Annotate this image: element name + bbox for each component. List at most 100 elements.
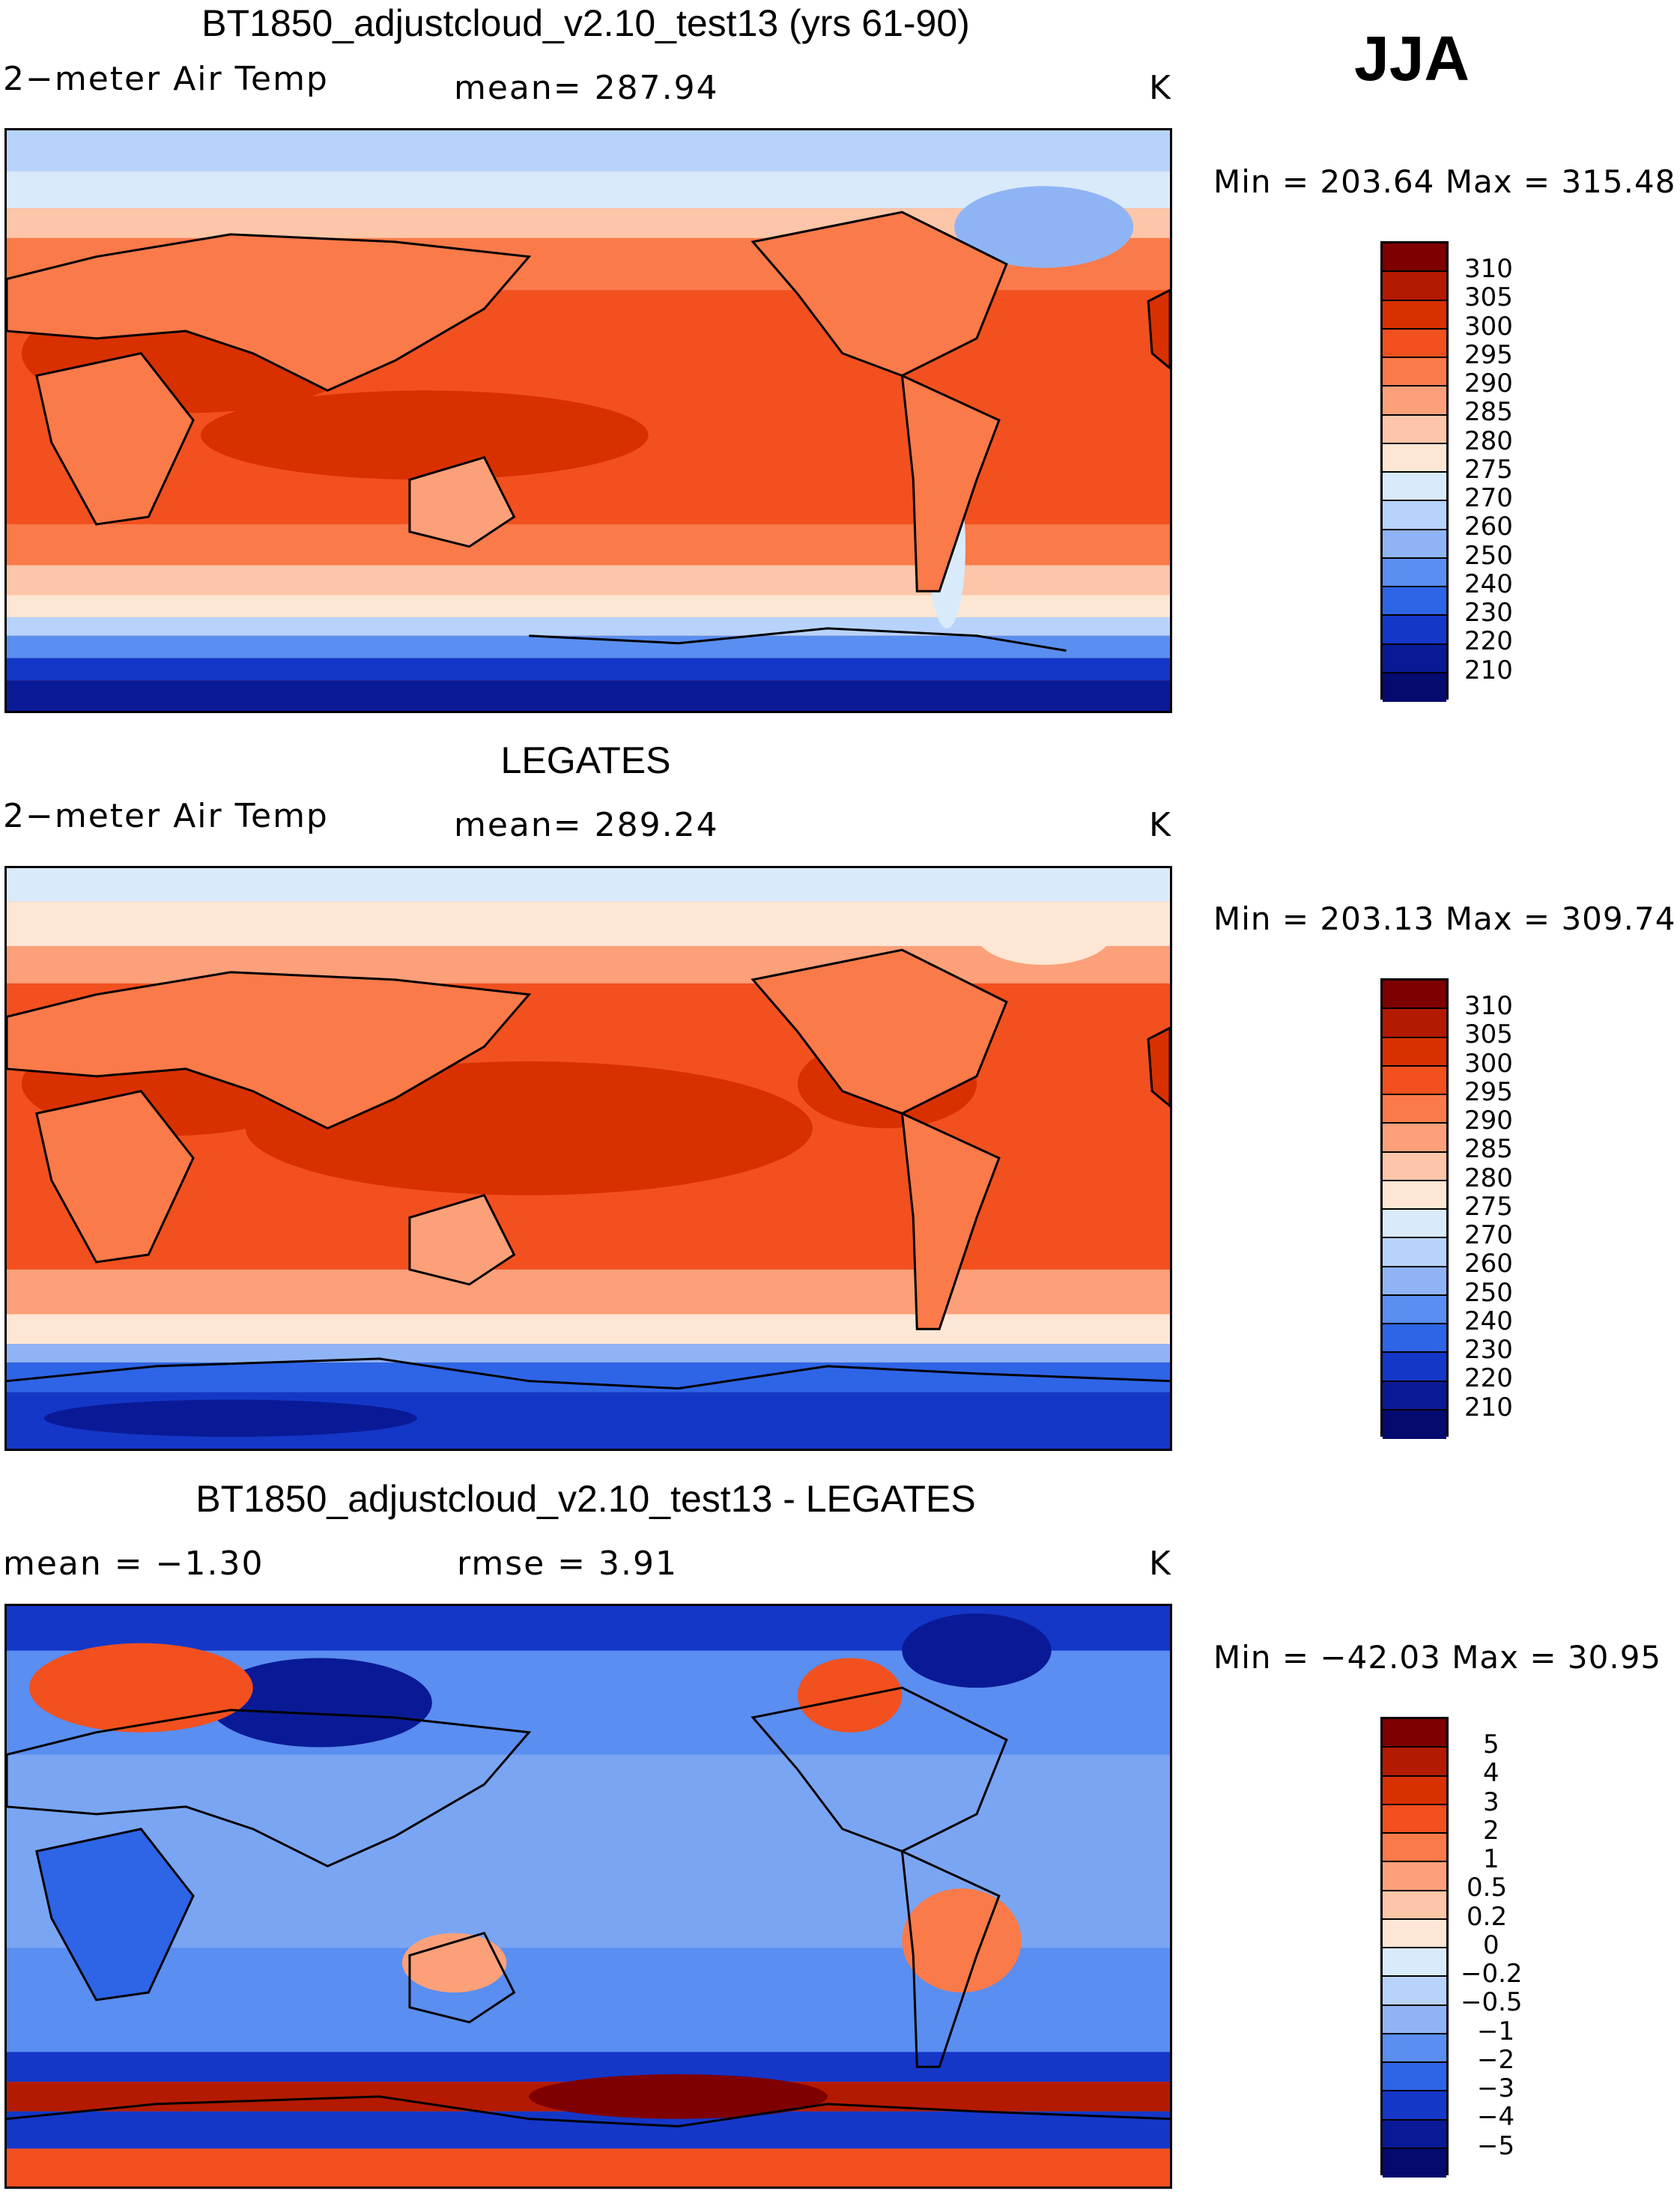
panel2-colorbar-swatch bbox=[1383, 1181, 1446, 1210]
panel3-colorbar-swatch bbox=[1383, 1862, 1446, 1891]
panel1-colorbar-swatch bbox=[1383, 243, 1446, 273]
panel2-colorbar-swatch bbox=[1383, 1152, 1446, 1181]
panel1-colorbar-swatch bbox=[1383, 558, 1446, 587]
panel2-map-canvas bbox=[7, 868, 1170, 1449]
panel3-colorbar-swatch bbox=[1383, 2005, 1446, 2034]
panel3-colorbar-swatch bbox=[1383, 1834, 1446, 1863]
panel2-min-max: Min = 203.13 Max = 309.74 bbox=[1213, 900, 1676, 937]
panel2-colorbar-swatch bbox=[1383, 1124, 1446, 1153]
panel3-colorbar-label: −2 bbox=[1477, 2045, 1515, 2075]
panel3-colorbar-label: 0 bbox=[1483, 1930, 1499, 1960]
panel1-colorbar-label: 275 bbox=[1464, 455, 1513, 485]
panel1-mean-label: mean= 287.94 bbox=[454, 69, 719, 107]
panel1-colorbar-swatch bbox=[1383, 329, 1446, 358]
panel2-colorbar-label: 285 bbox=[1464, 1134, 1513, 1164]
panel1-colorbar-label: 260 bbox=[1464, 512, 1513, 542]
panel3-colorbar-label: 2 bbox=[1483, 1816, 1499, 1846]
panel3-colorbar-swatch bbox=[1383, 2034, 1446, 2063]
panel1-colorbar-label: 220 bbox=[1464, 626, 1513, 656]
panel2-colorbar-swatch bbox=[1383, 981, 1446, 1010]
panel3-colorbar-label: −0.2 bbox=[1461, 1959, 1523, 1989]
panel2-map bbox=[4, 866, 1172, 1451]
panel3-colorbar-swatch bbox=[1383, 1919, 1446, 1948]
panel3-colorbar-swatch bbox=[1383, 2091, 1446, 2121]
panel3-map-canvas bbox=[7, 1606, 1170, 2187]
panel1-colorbar-swatch bbox=[1383, 473, 1446, 502]
season-label: JJA bbox=[1354, 23, 1470, 94]
panel1-colorbar-swatch bbox=[1383, 673, 1446, 702]
panel3-colorbar-swatch bbox=[1383, 1977, 1446, 2006]
panel1-title: BT1850_adjustcloud_v2.10_test13 (yrs 61-… bbox=[201, 2, 970, 44]
panel1-colorbar-swatch bbox=[1383, 300, 1446, 330]
panel2-colorbar-swatch bbox=[1383, 1353, 1446, 1382]
panel1-colorbar-label: 230 bbox=[1464, 598, 1513, 628]
panel3-colorbar-swatch bbox=[1383, 1891, 1446, 1920]
panel1-colorbar-swatch bbox=[1383, 530, 1446, 559]
panel1-colorbar-swatch bbox=[1383, 587, 1446, 616]
panel2-colorbar-swatch bbox=[1383, 1324, 1446, 1354]
panel1-colorbar-swatch bbox=[1383, 443, 1446, 473]
panel1-colorbar-swatch bbox=[1383, 415, 1446, 444]
panel3-rmse-label: rmse = 3.91 bbox=[457, 1545, 678, 1583]
panel3-colorbar-swatch bbox=[1383, 1719, 1446, 1748]
panel2-colorbar-swatch bbox=[1383, 1410, 1446, 1439]
panel1-variable-label: 2−meter Air Temp bbox=[3, 60, 329, 98]
panel2-colorbar-label: 210 bbox=[1464, 1393, 1513, 1422]
panel1-colorbar-label: 300 bbox=[1464, 312, 1513, 342]
panel2-colorbar-label: 290 bbox=[1464, 1106, 1513, 1136]
panel2-colorbar-label: 260 bbox=[1464, 1249, 1513, 1279]
panel3-colorbar-label: 4 bbox=[1483, 1758, 1499, 1788]
panel2-colorbar-label: 300 bbox=[1464, 1049, 1513, 1079]
panel3-colorbar bbox=[1380, 1717, 1449, 2178]
panel3-colorbar-swatch bbox=[1383, 1948, 1446, 1978]
panel3-colorbar-label: −3 bbox=[1477, 2073, 1515, 2103]
panel3-colorbar-swatch bbox=[1383, 1748, 1446, 1777]
panel3-map bbox=[4, 1604, 1172, 2189]
panel2-variable-label: 2−meter Air Temp bbox=[3, 797, 329, 835]
panel3-colorbar-label: 5 bbox=[1483, 1730, 1499, 1760]
panel2-colorbar bbox=[1380, 978, 1449, 1439]
panel2-mean-label: mean= 289.24 bbox=[454, 806, 719, 844]
panel1-colorbar-label: 280 bbox=[1464, 426, 1513, 456]
panel3-colorbar-label: 0.2 bbox=[1467, 1902, 1508, 1932]
panel3-colorbar-label: −1 bbox=[1477, 2016, 1515, 2046]
panel1-map-canvas bbox=[7, 130, 1170, 711]
panel1-colorbar-label: 270 bbox=[1464, 483, 1513, 513]
panel2-units: K bbox=[1149, 806, 1172, 844]
panel3-colorbar-label: 0.5 bbox=[1467, 1873, 1508, 1903]
panel3-colorbar-swatch bbox=[1383, 2148, 1446, 2178]
panel2-colorbar-label: 250 bbox=[1464, 1278, 1513, 1308]
panel1-colorbar-swatch bbox=[1383, 644, 1446, 673]
panel2-colorbar-swatch bbox=[1383, 1037, 1446, 1067]
panel1-colorbar-label: 285 bbox=[1464, 397, 1513, 427]
panel3-colorbar-label: −4 bbox=[1477, 2102, 1515, 2132]
panel3-title: BT1850_adjustcloud_v2.10_test13 - LEGATE… bbox=[195, 1478, 976, 1520]
panel1-colorbar-label: 240 bbox=[1464, 569, 1513, 599]
panel2-colorbar-swatch bbox=[1383, 1267, 1446, 1296]
panel3-colorbar-swatch bbox=[1383, 2120, 1446, 2149]
panel3-colorbar-label: −0.5 bbox=[1461, 1987, 1523, 2017]
panel1-min-max: Min = 203.64 Max = 315.48 bbox=[1213, 163, 1676, 200]
panel1-colorbar bbox=[1380, 241, 1449, 702]
panel2-colorbar-label: 275 bbox=[1464, 1192, 1513, 1222]
panel2-colorbar-label: 230 bbox=[1464, 1335, 1513, 1365]
panel1-units: K bbox=[1149, 69, 1172, 107]
panel2-colorbar-swatch bbox=[1383, 1009, 1446, 1038]
panel1-map bbox=[4, 128, 1172, 713]
panel1-colorbar-label: 295 bbox=[1464, 340, 1513, 370]
panel2-colorbar-swatch bbox=[1383, 1095, 1446, 1124]
panel3-colorbar-label: −5 bbox=[1477, 2131, 1515, 2161]
panel1-colorbar-label: 250 bbox=[1464, 541, 1513, 571]
panel2-colorbar-label: 295 bbox=[1464, 1077, 1513, 1107]
panel1-colorbar-swatch bbox=[1383, 272, 1446, 301]
panel3-mean-label: mean = −1.30 bbox=[3, 1545, 264, 1583]
panel2-colorbar-swatch bbox=[1383, 1295, 1446, 1324]
panel2-colorbar-label: 280 bbox=[1464, 1163, 1513, 1193]
panel2-colorbar-swatch bbox=[1383, 1238, 1446, 1267]
panel3-units: K bbox=[1149, 1545, 1172, 1583]
panel3-colorbar-swatch bbox=[1383, 2063, 1446, 2092]
panel2-colorbar-label: 220 bbox=[1464, 1363, 1513, 1393]
panel3-min-max: Min = −42.03 Max = 30.95 bbox=[1213, 1639, 1662, 1676]
panel2-title: LEGATES bbox=[500, 739, 671, 781]
panel1-colorbar-swatch bbox=[1383, 358, 1446, 387]
